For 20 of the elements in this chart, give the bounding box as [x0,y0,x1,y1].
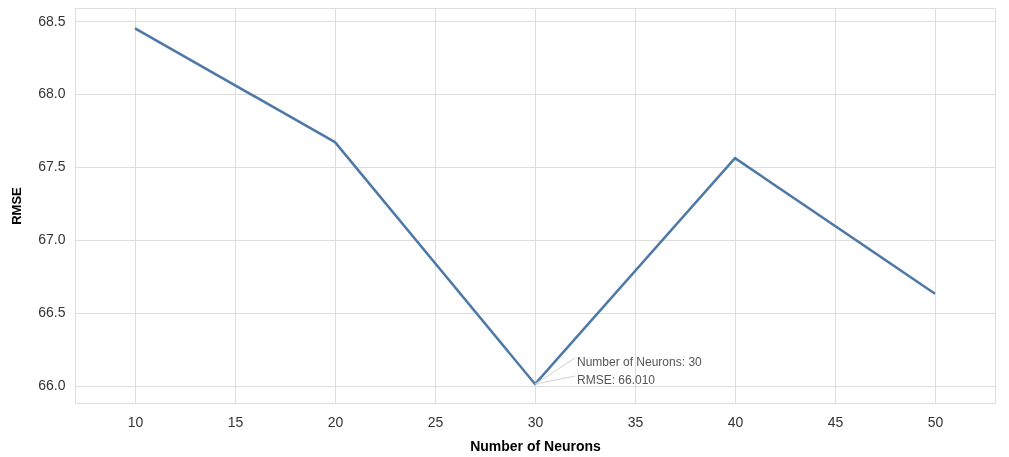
x-tick-label: 25 [427,413,444,430]
line-series [133,27,937,386]
y-tick-label: 68.0 [38,85,66,102]
x-tick-label: 40 [727,413,744,430]
x-tick-label: 10 [127,413,144,430]
y-tick-label: 67.0 [38,231,66,248]
x-tick-label: 35 [627,413,644,430]
x-tick-label: 30 [527,413,544,430]
y-axis-title: RMSE [9,186,25,225]
y-tick-label: 66.5 [38,304,66,321]
y-tick-label: 66.0 [38,377,66,394]
annotation: RMSE: 66.010 [577,373,656,388]
x-tick-label: 50 [927,413,944,430]
annotation: Number of Neurons: 30 [577,355,703,370]
x-tick-label: 45 [827,413,844,430]
y-tick-label: 68.5 [38,12,66,29]
x-axis-title: Number of Neurons [470,437,602,454]
x-tick-label: 15 [227,413,244,430]
x-tick-label: 20 [327,413,344,430]
y-tick-label: 67.5 [38,158,66,175]
